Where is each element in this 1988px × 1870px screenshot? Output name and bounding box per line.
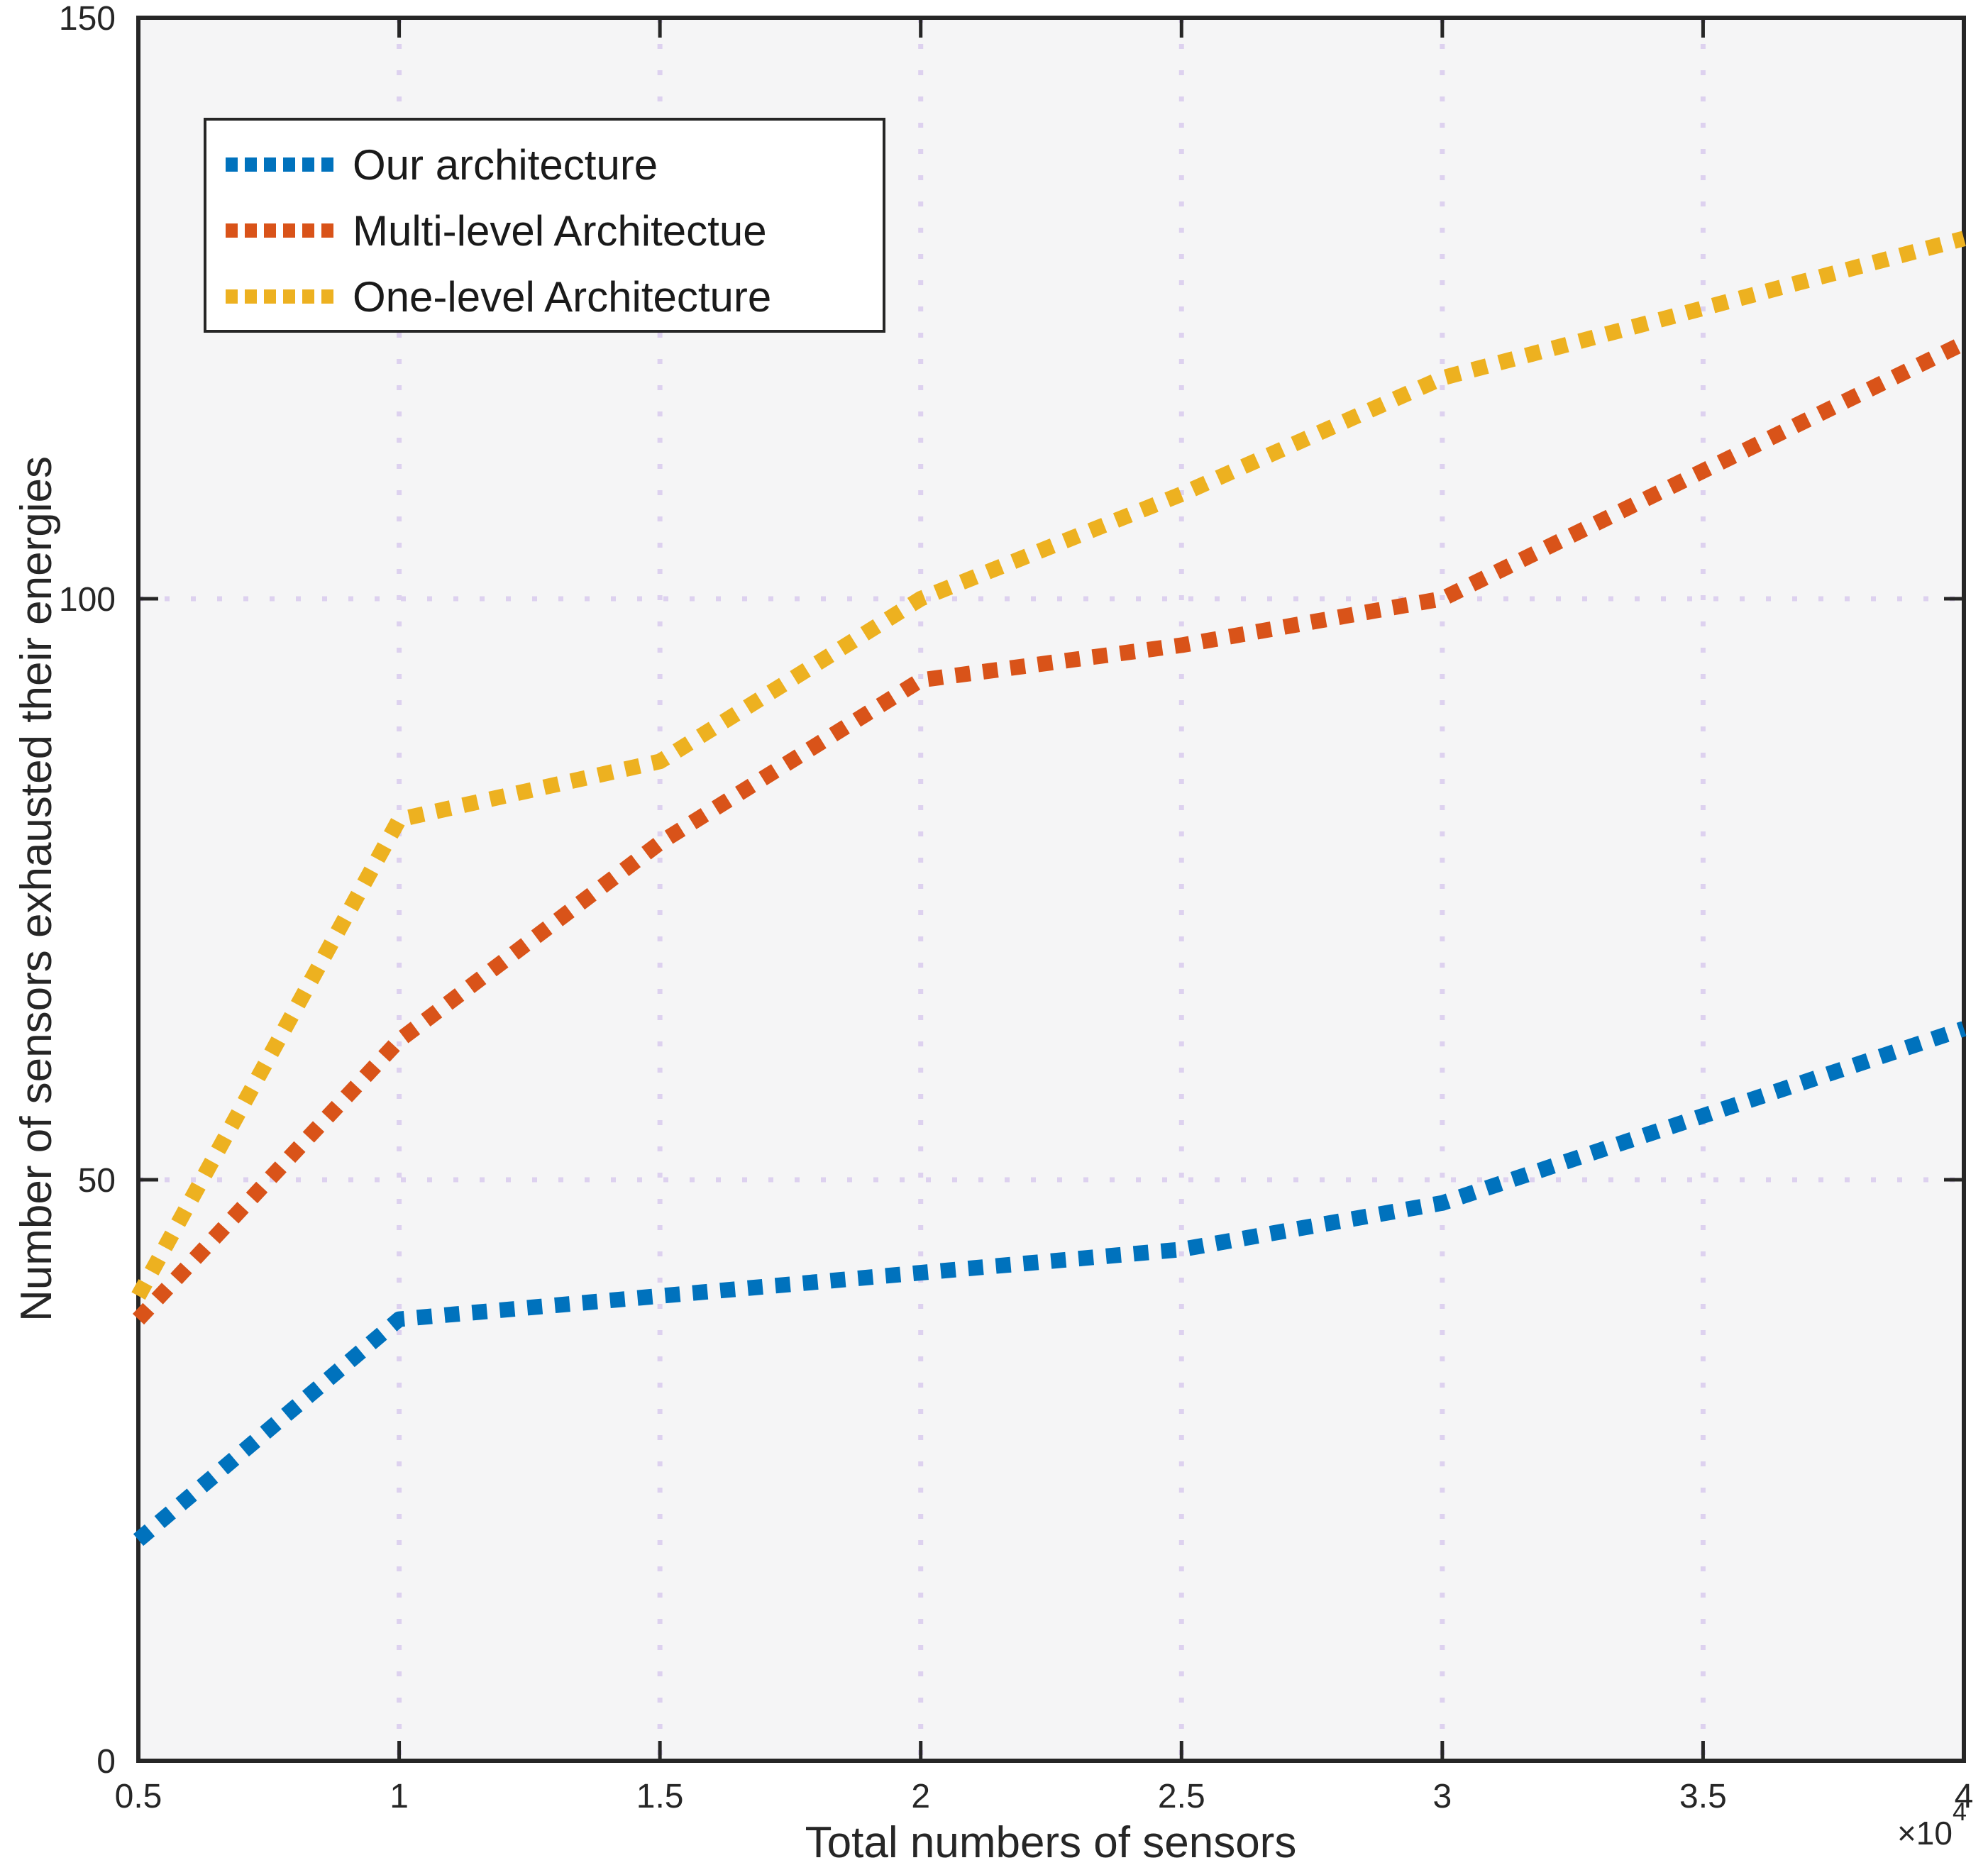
legend-box <box>204 118 885 333</box>
x-tick-label: 2 <box>911 1778 930 1815</box>
y-axis-label: Number of sensors exhausted their energi… <box>12 456 61 1322</box>
series-line-our-architecture <box>133 1021 1967 1547</box>
y-tick-label: 50 <box>78 1162 116 1200</box>
x-tick-label: 2.5 <box>1158 1778 1205 1815</box>
x-tick-label: 1 <box>390 1778 409 1815</box>
legend: Our architecture Multi-level Architectue… <box>204 118 885 333</box>
y-tick-label: 150 <box>59 0 116 38</box>
axis-ticks <box>136 16 1966 1763</box>
axis-box <box>136 16 1966 1763</box>
x-tick-label: 3 <box>1433 1778 1452 1815</box>
series-line-one-level-architecture <box>131 231 1966 1300</box>
x-tick-label: 1.5 <box>636 1778 684 1815</box>
tick-labels: 0.5 1 1.5 2 2.5 3 3.5 4 0 50 100 150 <box>59 0 1973 1815</box>
y-tick-label: 100 <box>59 581 116 619</box>
x-tick-label: 4 <box>1955 1778 1974 1815</box>
legend-label-one-level: One-level Architecture <box>353 273 771 321</box>
y-tick-label: 0 <box>96 1743 116 1781</box>
x-axis-label: Total numbers of sensors <box>805 1818 1297 1867</box>
legend-label-our-architecture: Our architecture <box>353 141 658 189</box>
x-tick-label: 0.5 <box>115 1778 162 1815</box>
x-tick-label: 3.5 <box>1679 1778 1727 1815</box>
data-series <box>131 231 1967 1547</box>
x-axis-multiplier: ×104 <box>1897 1797 1967 1852</box>
legend-label-multi-level: Multi-level Architectue <box>353 207 767 255</box>
